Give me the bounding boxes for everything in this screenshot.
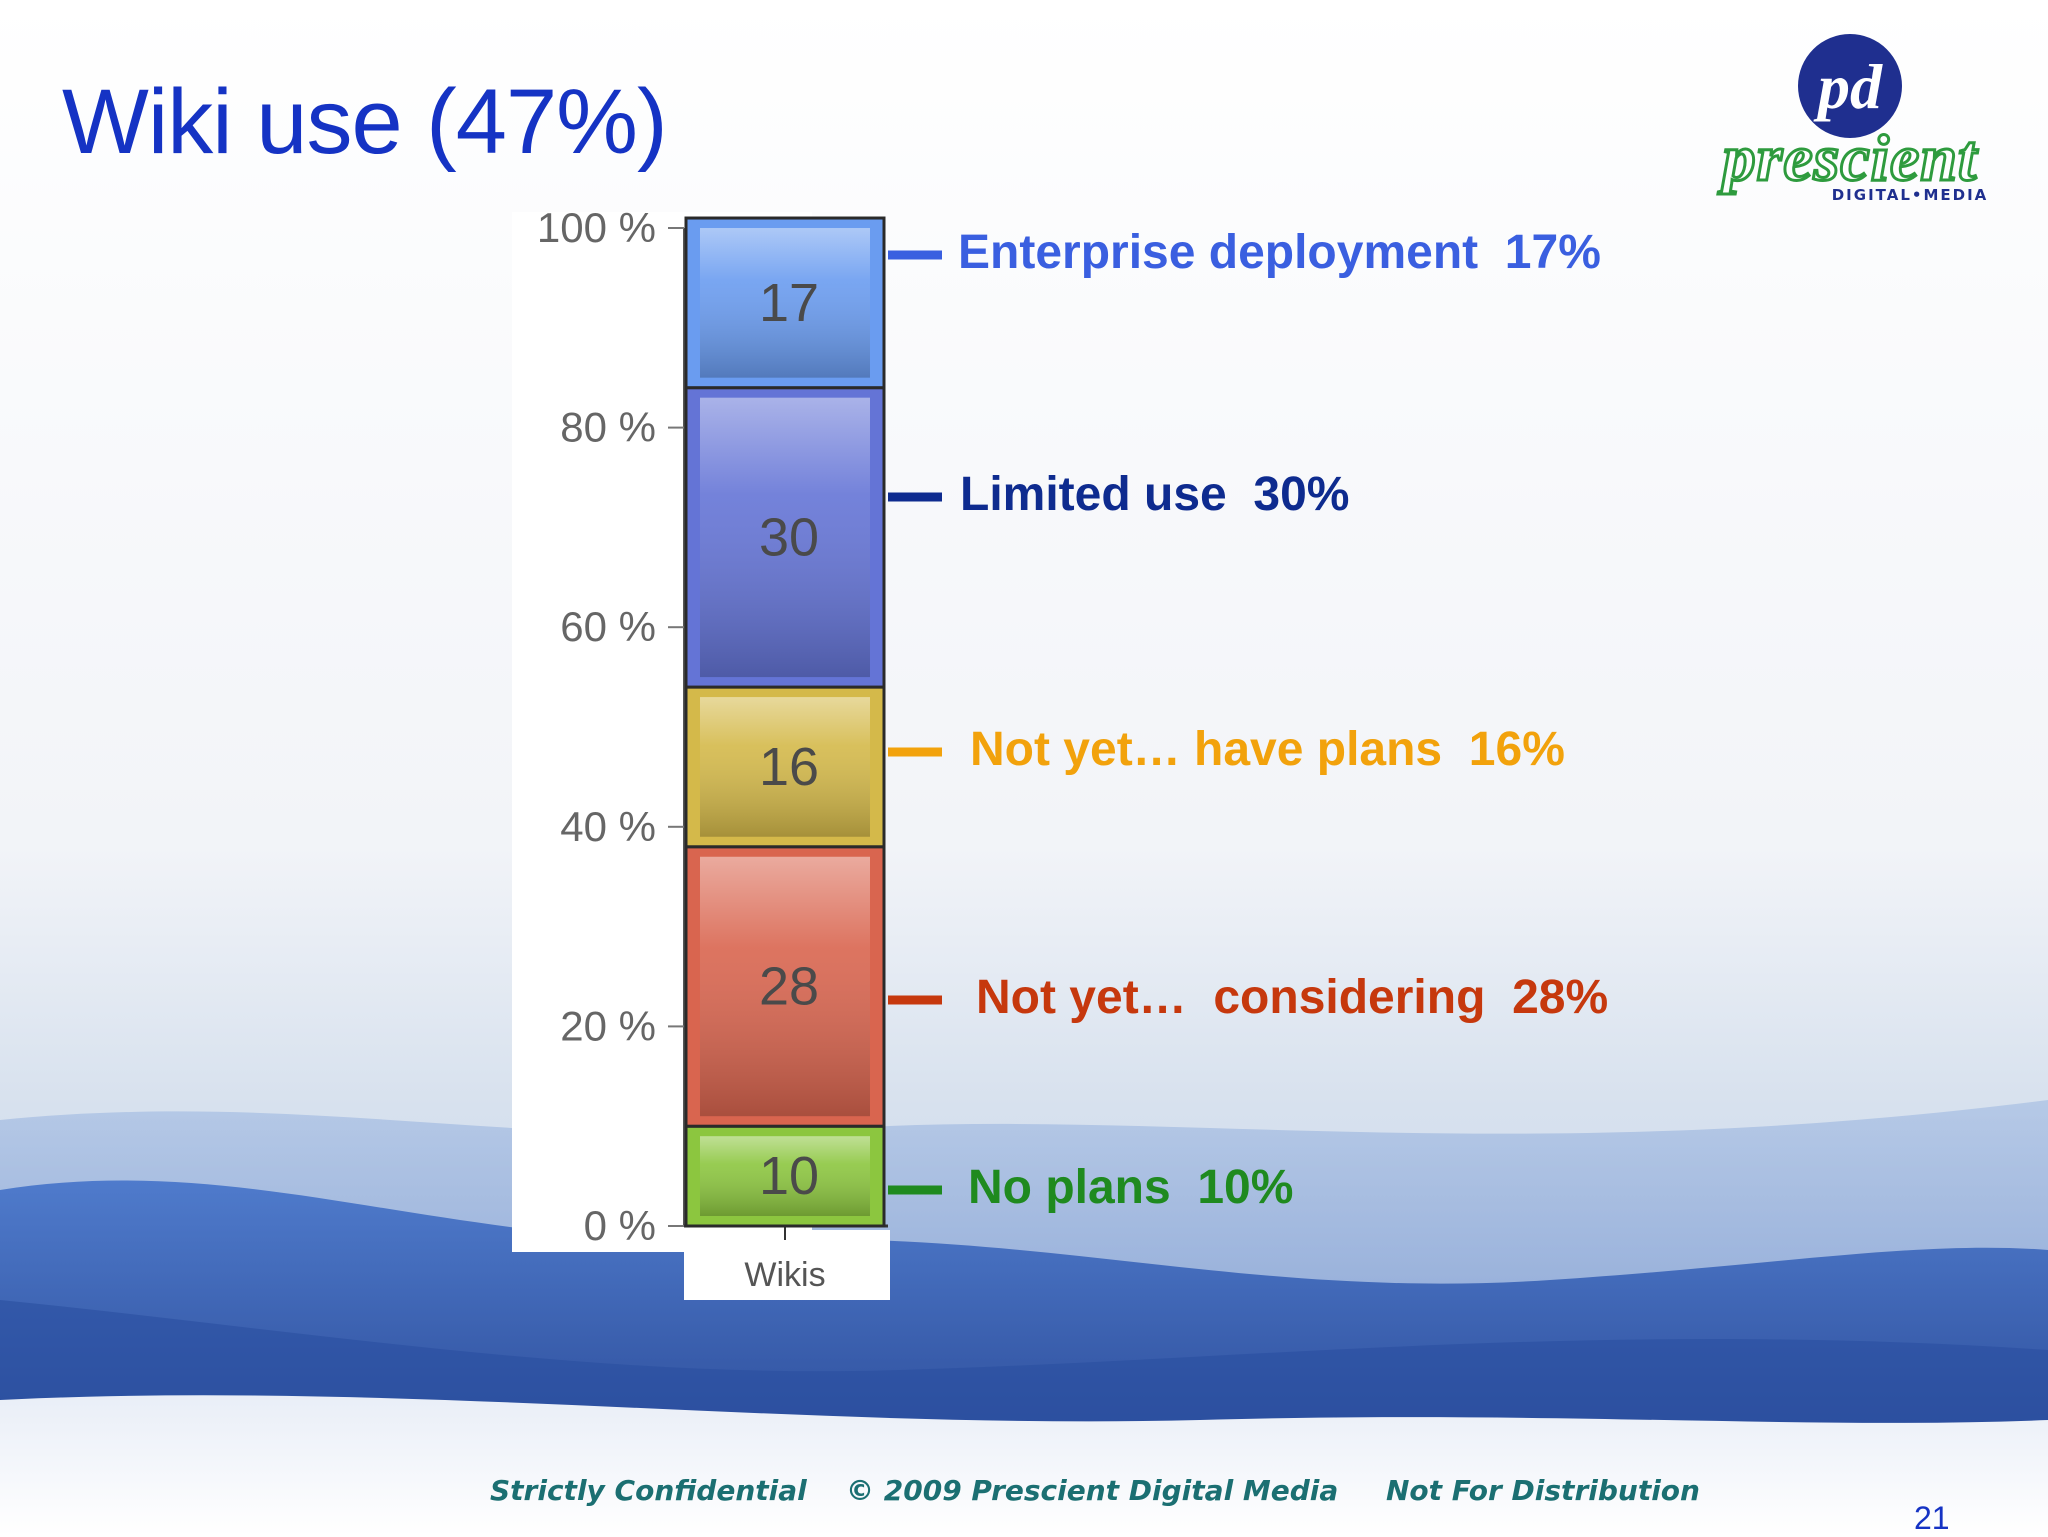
- bar-segment-shine: [700, 856, 870, 1117]
- y-tick-label: 60 %: [560, 603, 656, 650]
- bar-segment-shine: [700, 1136, 870, 1216]
- logo-tagline: DIGITAL•MEDIA: [1832, 186, 1989, 204]
- y-tick-label: 100 %: [537, 204, 656, 251]
- callout-label: Limited use 30%: [960, 468, 1350, 521]
- footer-copyright: © 2009 Prescient Digital Media: [846, 1474, 1339, 1507]
- bar-segment-shine: [700, 228, 870, 378]
- bar-segment-shine: [700, 397, 870, 678]
- y-tick-label: 40 %: [560, 803, 656, 850]
- y-tick-label: 20 %: [560, 1002, 656, 1049]
- bar-value-label: 17: [759, 273, 819, 333]
- callout-label: Not yet… have plans 16%: [970, 723, 1565, 776]
- logo-wordmark: prescient: [1718, 122, 1978, 195]
- logo-monogram: pd: [1813, 51, 1883, 122]
- bar-value-label: 16: [759, 737, 819, 797]
- slide-title: Wiki use (47%): [62, 71, 668, 173]
- y-tick-label: 80 %: [560, 404, 656, 451]
- callout-label: Enterprise deployment 17%: [958, 226, 1601, 279]
- x-category-label: Wikis: [744, 1256, 825, 1294]
- footer-distribution: Not For Distribution: [1386, 1474, 1700, 1507]
- company-logo: pd prescient DIGITAL•MEDIA: [1716, 34, 1989, 204]
- bar-value-label: 30: [759, 507, 819, 567]
- bar-value-label: 10: [759, 1146, 819, 1206]
- callout-label: Not yet… considering 28%: [976, 971, 1609, 1024]
- bar-segment-shine: [700, 697, 870, 837]
- page-number: 21: [1914, 1500, 1950, 1536]
- bar-value-label: 28: [759, 956, 819, 1016]
- category-label-panel: [684, 1230, 890, 1300]
- logo-circle: [1798, 34, 1902, 138]
- footer-confidential: Strictly Confidential: [490, 1474, 807, 1507]
- y-tick-label: 0 %: [584, 1202, 656, 1249]
- callout-label: No plans 10%: [968, 1161, 1294, 1214]
